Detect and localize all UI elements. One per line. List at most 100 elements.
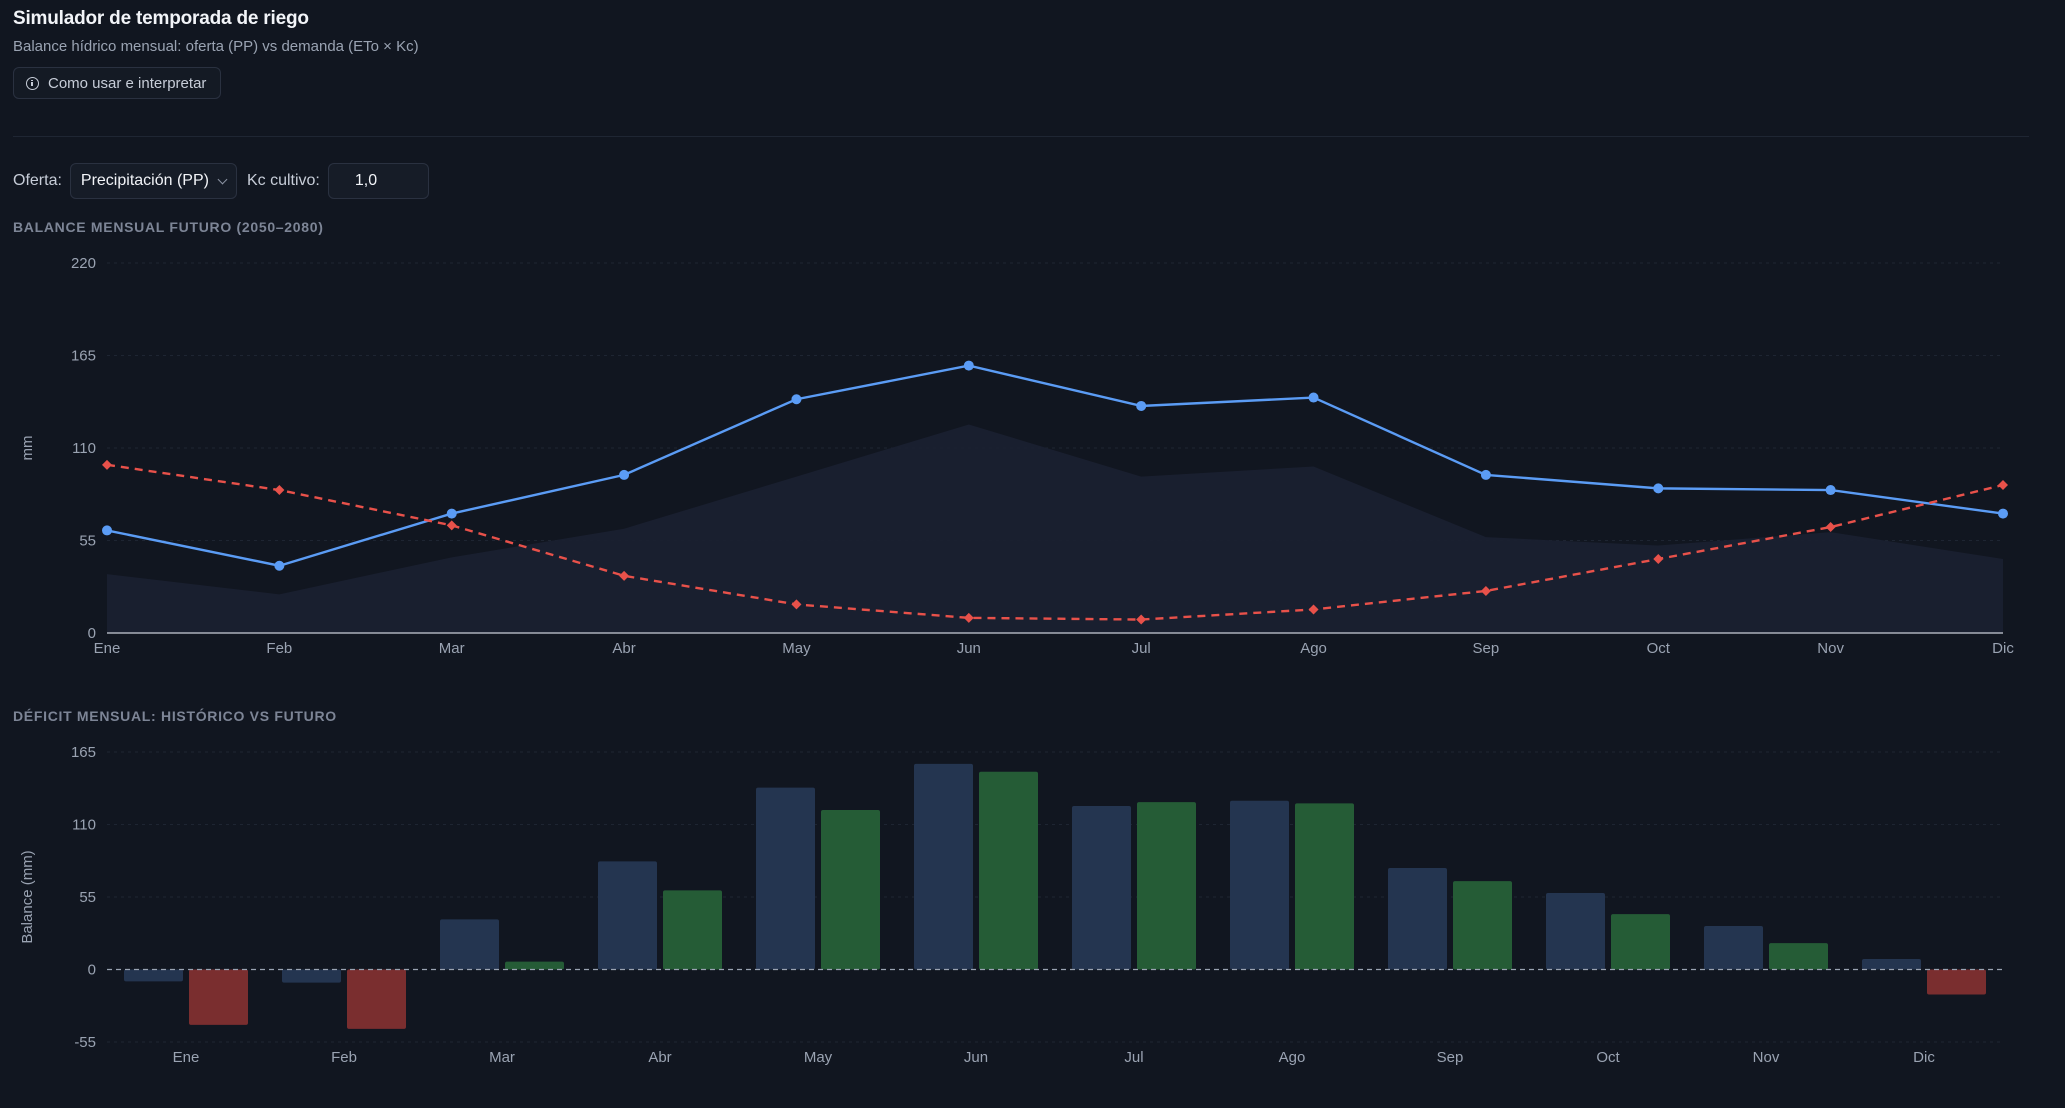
page-title: Simulador de temporada de riego bbox=[13, 8, 309, 29]
x-tick-label: Nov bbox=[1817, 640, 1844, 657]
demand-point bbox=[274, 485, 285, 496]
y-tick-label: 220 bbox=[71, 255, 96, 272]
bar-future bbox=[979, 771, 1038, 970]
demand-point bbox=[1136, 614, 1147, 625]
bar-future bbox=[1611, 914, 1670, 970]
x-tick-label: Nov bbox=[1753, 1049, 1780, 1066]
supply-point bbox=[1480, 469, 1491, 480]
x-tick-label: May bbox=[804, 1049, 833, 1066]
y-axis-label: mm bbox=[19, 436, 36, 461]
bar-historic bbox=[756, 787, 815, 970]
x-tick-label: Dic bbox=[1913, 1049, 1935, 1066]
deficit-bar-chart: 165 110 55 0 -55 Balance (mm) Ene Feb Mar Abr May J… bbox=[19, 744, 2003, 1066]
bar-future bbox=[663, 890, 722, 970]
supply-select-value: Precipitación (PP) bbox=[80, 172, 209, 189]
x-tick-label: Oct bbox=[1647, 640, 1671, 657]
x-tick-label: Abr bbox=[648, 1049, 671, 1066]
supply-point bbox=[102, 525, 112, 536]
chevron-down-icon bbox=[217, 174, 228, 184]
supply-point bbox=[1998, 508, 2008, 519]
bar-historic bbox=[440, 919, 499, 970]
supply-point bbox=[1136, 400, 1147, 411]
supply-point bbox=[619, 469, 630, 480]
demand-point bbox=[1480, 585, 1491, 596]
bar-future bbox=[1453, 881, 1512, 970]
bar-historic bbox=[282, 969, 341, 983]
deficit-chart-title: DÉFICIT MENSUAL: HISTÓRICO VS FUTURO bbox=[13, 708, 337, 724]
bar-future bbox=[505, 961, 564, 970]
bar-future bbox=[347, 969, 406, 1029]
x-tick-label: May bbox=[782, 640, 811, 657]
x-tick-label: Ago bbox=[1279, 1049, 1306, 1066]
supply-label: Oferta: bbox=[13, 172, 62, 189]
kc-label: Kc cultivo: bbox=[246, 172, 320, 189]
demand-point bbox=[1308, 604, 1319, 615]
supply-point bbox=[791, 394, 802, 405]
y-tick-label: -55 bbox=[74, 1034, 96, 1051]
x-tick-label: Sep bbox=[1473, 640, 1500, 657]
demand-line bbox=[106, 463, 2004, 621]
info-icon bbox=[26, 76, 39, 90]
page-subtitle: Balance hídrico mensual: oferta (PP) vs … bbox=[13, 38, 419, 55]
kc-input[interactable] bbox=[327, 163, 429, 199]
help-button[interactable]: Como usar e interpretar bbox=[13, 67, 222, 99]
supply-point bbox=[274, 560, 285, 571]
bar-historic bbox=[124, 969, 183, 982]
y-axis-label: Balance (mm) bbox=[19, 850, 36, 943]
bar-future bbox=[189, 969, 248, 1025]
demand-point bbox=[1998, 480, 2008, 490]
bar-historic bbox=[1230, 800, 1289, 970]
y-tick-label: 165 bbox=[71, 348, 96, 365]
demand-point bbox=[619, 570, 630, 581]
x-tick-label: Mar bbox=[489, 1049, 515, 1066]
supply-point bbox=[446, 508, 457, 519]
demand-point bbox=[963, 612, 974, 623]
supply-select[interactable]: Precipitación (PP) bbox=[69, 163, 237, 199]
bar-future bbox=[1137, 802, 1196, 970]
supply-point bbox=[1308, 392, 1319, 403]
bar-future bbox=[1927, 969, 1986, 995]
bar-historic bbox=[1388, 868, 1447, 970]
x-tick-label: Oct bbox=[1596, 1049, 1620, 1066]
supply-point bbox=[1653, 483, 1664, 494]
y-tick-label: 55 bbox=[79, 889, 96, 906]
supply-point bbox=[963, 360, 974, 371]
bar-historic bbox=[1704, 926, 1763, 970]
bar-historic bbox=[1072, 806, 1131, 970]
x-tick-label: Ene bbox=[173, 1049, 200, 1066]
demand-point bbox=[446, 520, 457, 531]
x-tick-label: Jul bbox=[1132, 640, 1151, 657]
bar-historic bbox=[1546, 893, 1605, 970]
demand-point bbox=[102, 459, 112, 470]
bar-historic bbox=[1862, 958, 1921, 970]
bar-historic bbox=[914, 763, 973, 970]
controls-bar: Oferta: Precipitación (PP) Kc cultivo: bbox=[13, 163, 429, 199]
x-tick-label: Jul bbox=[1124, 1049, 1143, 1066]
x-tick-label: Ago bbox=[1300, 640, 1327, 657]
header-divider bbox=[13, 136, 2029, 137]
x-tick-label: Mar bbox=[439, 640, 465, 657]
x-tick-label: Ene bbox=[94, 640, 121, 657]
supply-line bbox=[106, 364, 2004, 567]
area-series bbox=[107, 424, 2003, 633]
demand-point bbox=[1653, 554, 1664, 564]
bar-future bbox=[821, 810, 880, 970]
demand-point bbox=[791, 599, 802, 610]
y-tick-label: 165 bbox=[71, 744, 96, 761]
balance-chart-title: BALANCE MENSUAL FUTURO (2050–2080) bbox=[13, 219, 324, 235]
x-tick-label: Abr bbox=[612, 640, 635, 657]
x-tick-label: Dic bbox=[1992, 640, 2014, 657]
y-tick-label: 55 bbox=[79, 533, 96, 550]
x-tick-label: Jun bbox=[957, 640, 981, 657]
y-tick-label: 110 bbox=[72, 440, 96, 457]
bar-historic bbox=[598, 861, 657, 970]
x-tick-label: Feb bbox=[331, 1049, 357, 1066]
supply-point bbox=[1825, 485, 1836, 496]
bar-future bbox=[1295, 803, 1354, 970]
help-button-label: Como usar e interpretar bbox=[48, 74, 207, 92]
balance-line-chart: 220 165 110 55 0 mm Ene Feb Mar Abr May Jun Jul Ago Se… bbox=[19, 255, 2014, 657]
x-tick-label: Sep bbox=[1437, 1049, 1464, 1066]
bar-future bbox=[1769, 943, 1828, 970]
x-tick-label: Feb bbox=[266, 640, 292, 657]
y-tick-label: 110 bbox=[72, 817, 96, 834]
